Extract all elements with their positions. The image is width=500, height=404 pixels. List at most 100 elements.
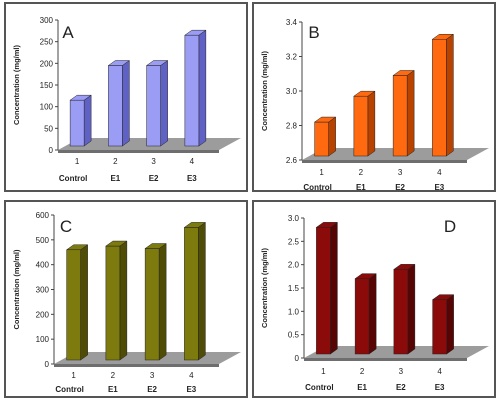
y-tick-label: 2.0: [288, 261, 300, 270]
bar-top: [431, 34, 455, 40]
x-tick-label: 2: [360, 367, 365, 376]
bar-chart-b: 2.6 2.8 3.0 3.2 3.4 Concentration (mg/ml) 1 Con…: [260, 18, 489, 190]
y-tick-label: 2.6: [286, 156, 298, 165]
y-tick-label: 50: [44, 124, 53, 133]
chart-panel-c: 0 100 200 300 400 500 600 Concentration (mg/ml)…: [4, 200, 248, 398]
x-tick-label: 1: [319, 168, 324, 177]
bar-top: [353, 90, 376, 97]
y-tick-label: 400: [36, 261, 50, 270]
x-category-name: E1: [108, 385, 118, 394]
bar-top: [184, 29, 207, 36]
chart-panel-b: 2.6 2.8 3.0 3.2 3.4 Concentration (mg/ml) 1 Con…: [252, 2, 496, 192]
x-category-name: E2: [396, 383, 406, 392]
x-category-name: E3: [186, 385, 196, 394]
bar: [69, 99, 85, 147]
bar-side: [328, 116, 336, 157]
bar-side: [122, 60, 130, 147]
y-tick-label: 2.5: [288, 237, 300, 246]
bar-chart-a: 0 50 100 150 200 250 300 Concentration (mg/ml) 1…: [12, 16, 241, 183]
x-category-name: Control: [59, 174, 87, 183]
bar-top: [144, 243, 167, 249]
x-tick-label: 3: [151, 157, 156, 166]
y-tick-label: 2.8: [286, 122, 298, 131]
panel-letter: C: [60, 217, 72, 236]
panel-letter: D: [444, 217, 456, 236]
bar: [432, 39, 447, 157]
bar-top: [145, 60, 169, 66]
y-tick-label: 1.0: [288, 307, 300, 316]
y-tick-label: 300: [40, 16, 54, 25]
x-category-name: Control: [55, 385, 83, 394]
bar-side: [198, 29, 207, 147]
bar-top: [354, 273, 377, 279]
bar-side: [198, 221, 206, 361]
x-tick-label: 4: [190, 157, 195, 166]
panel-letter: A: [62, 23, 74, 42]
y-tick-label: 150: [40, 81, 54, 90]
y-tick-label: 500: [36, 236, 50, 245]
x-tick-label: 3: [398, 168, 403, 177]
x-category-name: Control: [303, 183, 331, 190]
x-tick-label: 1: [321, 367, 326, 376]
bar: [146, 65, 161, 147]
x-category-name: E1: [356, 183, 366, 190]
chart-floor-edge: [54, 364, 219, 367]
x-tick-label: 1: [71, 371, 76, 380]
y-tick-label: 3.0: [288, 214, 300, 223]
y-tick-label: 0: [45, 360, 50, 369]
x-category-name: E3: [187, 174, 197, 183]
bar-top: [69, 94, 92, 101]
x-category-name: E1: [110, 174, 120, 183]
y-axis-label: Concentration (mg/ml): [260, 50, 269, 131]
y-tick-label: 200: [36, 310, 50, 319]
y-tick-label: 0.5: [288, 331, 300, 340]
x-category-name: E3: [434, 183, 444, 190]
y-tick-label: 100: [40, 103, 54, 112]
bar-chart-d: 0 0.5 1.0 1.5 2.0 2.5 3.0 Concentration (mg/ml)…: [260, 214, 489, 392]
bar-side: [407, 263, 416, 355]
bar-side: [367, 90, 376, 157]
chart-panel-d: 0 0.5 1.0 1.5 2.0 2.5 3.0 Concentration (mg/ml)…: [252, 200, 496, 398]
y-tick-label: 3.4: [286, 18, 298, 27]
bar: [184, 34, 200, 147]
bar: [316, 227, 331, 355]
bar-top: [313, 116, 337, 123]
bar: [314, 121, 329, 157]
bar-top: [105, 240, 128, 247]
bar-top: [393, 264, 416, 270]
y-tick-label: 300: [36, 286, 50, 295]
x-category-name: Control: [305, 383, 333, 392]
y-tick-label: 1.5: [288, 284, 300, 293]
bar: [353, 95, 369, 157]
bar-side: [446, 294, 454, 355]
bar-side: [83, 94, 92, 147]
y-tick-label: 3.0: [286, 87, 298, 96]
chart-floor-edge: [58, 150, 219, 153]
y-axis-label: Concentration (mg/ml): [260, 247, 269, 328]
bar: [184, 227, 199, 361]
bar-side: [368, 273, 377, 355]
x-category-name: E3: [435, 383, 445, 392]
x-category-name: E2: [395, 183, 405, 190]
y-tick-label: 0: [49, 146, 54, 155]
y-tick-label: 250: [40, 38, 54, 47]
x-category-name: E1: [357, 383, 367, 392]
x-tick-label: 4: [437, 367, 442, 376]
bar-chart-c: 0 100 200 300 400 500 600 Concentration (mg/ml)…: [12, 211, 241, 394]
bar: [144, 248, 160, 361]
y-tick-label: 100: [36, 335, 50, 344]
x-tick-label: 4: [437, 168, 442, 177]
bar-side: [158, 243, 167, 361]
x-tick-label: 2: [359, 168, 364, 177]
y-axis-label: Concentration (mg/ml): [12, 249, 21, 330]
x-tick-label: 3: [399, 367, 404, 376]
bar: [392, 75, 408, 157]
chart-floor-edge: [304, 358, 467, 361]
bar: [393, 269, 409, 355]
x-tick-label: 4: [189, 371, 194, 380]
y-tick-label: 200: [40, 59, 54, 68]
bar-side: [406, 69, 415, 157]
bar-side: [119, 240, 128, 361]
x-tick-label: 3: [150, 371, 155, 380]
chart-panel-a: 0 50 100 150 200 250 300 Concentration (mg/ml) 1…: [4, 2, 248, 192]
